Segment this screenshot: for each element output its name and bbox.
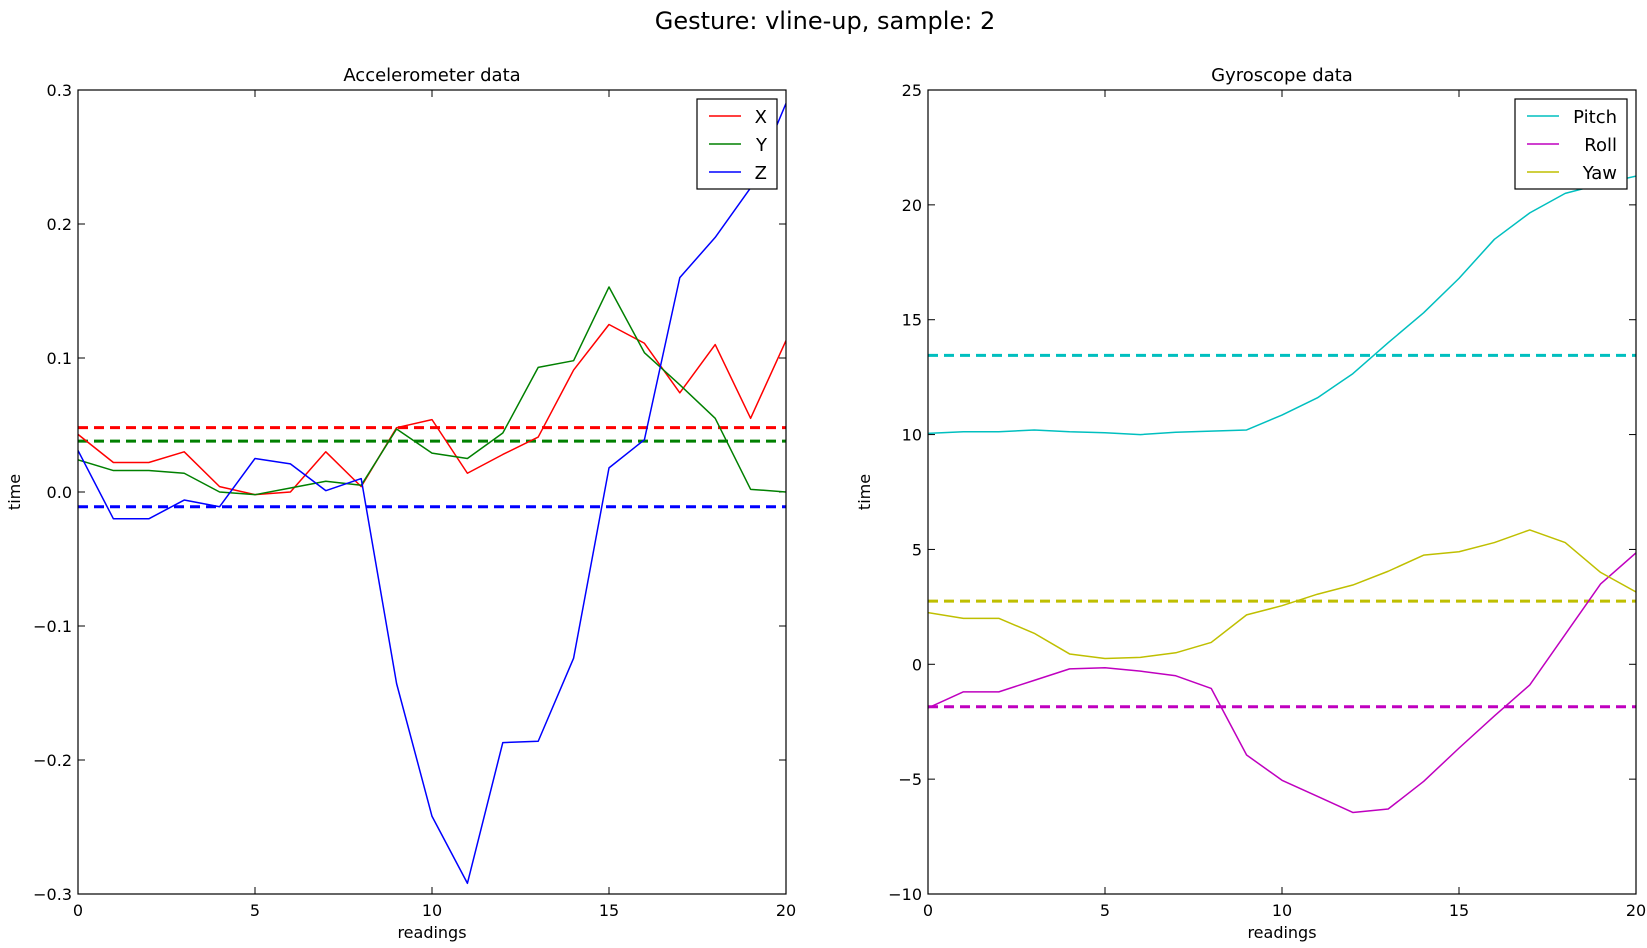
accelerometer-series-line-y — [78, 286, 786, 496]
gyroscope-y-tick-label: 5 — [912, 540, 922, 559]
gyroscope-x-tick-label: 0 — [923, 901, 933, 920]
gyroscope-y-tick-label: −10 — [888, 885, 922, 904]
gyroscope-x-tick-label: 20 — [1626, 901, 1646, 920]
gyroscope-legend-label-pitch: Pitch — [1573, 107, 1617, 128]
accelerometer-x-tick-label: 0 — [73, 901, 83, 920]
gyroscope-legend-label-yaw: Yaw — [1582, 163, 1617, 184]
figure-title: Gesture: vline-up, sample: 2 — [655, 7, 995, 35]
accelerometer-title: Accelerometer data — [343, 65, 520, 86]
gyroscope-x-axis-label: readings — [1247, 923, 1316, 942]
gyroscope-y-tick-label: 25 — [902, 81, 922, 100]
accelerometer-y-tick-label: −0.1 — [33, 617, 72, 636]
gyroscope-y-tick-label: 15 — [902, 311, 922, 330]
accelerometer-series-line-z — [78, 103, 786, 885]
accelerometer-y-tick-label: −0.3 — [33, 885, 72, 904]
gyroscope-y-tick-label: 20 — [902, 196, 922, 215]
gyroscope-y-tick-label: 0 — [912, 655, 922, 674]
accelerometer-legend-label-y: Y — [755, 135, 768, 156]
gyroscope-series-line-pitch — [928, 175, 1636, 436]
accelerometer-y-tick-label: 0.2 — [47, 215, 72, 234]
gyroscope-axes-frame — [927, 89, 1637, 895]
accelerometer-y-tick-label: 0.0 — [47, 483, 72, 502]
gyroscope-series-line-roll — [928, 552, 1636, 814]
accelerometer-x-tick-label: 10 — [422, 901, 442, 920]
gyroscope-series-line-yaw — [928, 529, 1636, 660]
gyroscope-x-tick-label: 15 — [1449, 901, 1469, 920]
gyroscope-legend: Pitch Roll Yaw — [1514, 98, 1628, 190]
gyroscope-series-group — [928, 175, 1636, 814]
accelerometer-series-line-x — [78, 323, 786, 496]
accelerometer-y-tick-label: 0.1 — [47, 349, 72, 368]
accelerometer-x-tick-label: 5 — [250, 901, 260, 920]
accelerometer-x-tick-label: 15 — [599, 901, 619, 920]
accelerometer-plot-area — [78, 90, 786, 894]
gyroscope-y-tick-label: −5 — [898, 770, 922, 789]
gyroscope-legend-label-roll: Roll — [1584, 135, 1617, 156]
accelerometer-y-tick-label: −0.2 — [33, 751, 72, 770]
gyroscope-y-tick-label: 10 — [902, 426, 922, 445]
accelerometer-x-axis-label: readings — [397, 923, 466, 942]
accelerometer-legend-label-z: Z — [755, 163, 767, 184]
accelerometer-panel: Accelerometer data readings time 0 5 10 15 20 −0… — [5, 65, 796, 942]
gyroscope-title: Gyroscope data — [1211, 65, 1353, 86]
gyroscope-x-tick-label: 10 — [1272, 901, 1292, 920]
accelerometer-series-group — [78, 103, 786, 885]
accelerometer-y-axis-label: time — [5, 474, 24, 510]
gyroscope-panel: Gyroscope data readings time 0 5 10 15 20 −10 −5 0… — [855, 65, 1646, 942]
accelerometer-x-tick-label: 20 — [776, 901, 796, 920]
accelerometer-y-tick-label: 0.3 — [47, 81, 72, 100]
gyroscope-plot-area — [928, 90, 1636, 894]
gyroscope-y-axis-label: time — [855, 474, 874, 510]
accelerometer-axes-frame — [77, 89, 787, 895]
accelerometer-legend: XYZ — [696, 98, 778, 190]
gyroscope-x-tick-label: 5 — [1100, 901, 1110, 920]
accelerometer-legend-label-x: X — [755, 107, 767, 128]
